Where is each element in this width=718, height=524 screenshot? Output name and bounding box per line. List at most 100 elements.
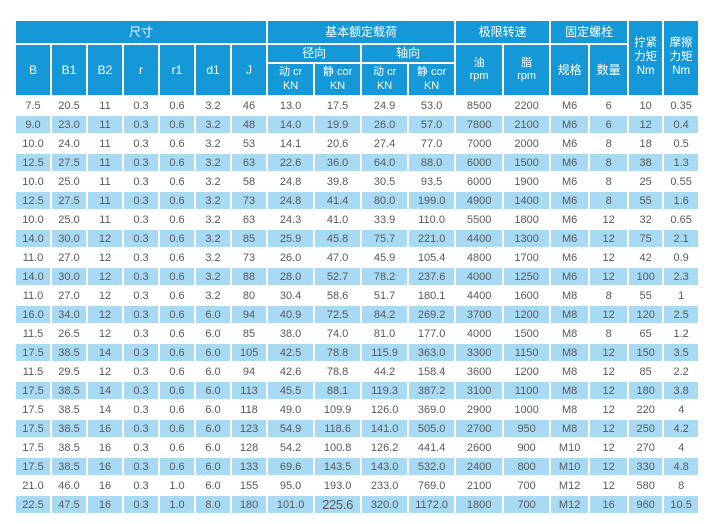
cell: 700 [504, 477, 550, 494]
cell: 51.7 [362, 287, 408, 304]
cell: 6.0 [196, 477, 230, 494]
cell: 3100 [456, 382, 503, 399]
cell: 34.0 [52, 306, 86, 323]
cell: M6 [551, 268, 589, 285]
cell: 0.6 [160, 154, 194, 171]
header-grease-rpm: 脂 rpm [504, 45, 550, 95]
cell: 363.0 [409, 344, 455, 361]
cell: 14 [88, 401, 122, 418]
cell: 4000 [456, 268, 503, 285]
cell: 158.4 [409, 363, 455, 380]
cell: 26.0 [362, 116, 408, 133]
cell: 75 [629, 230, 663, 247]
cell: M8 [551, 382, 589, 399]
cell: 0.5 [664, 135, 699, 152]
cell: 1800 [504, 211, 550, 228]
cell: 32 [629, 211, 663, 228]
cell: 0.3 [124, 249, 158, 266]
cell: 1172.0 [409, 496, 455, 513]
cell: 0.6 [160, 363, 194, 380]
cell: 65 [629, 325, 663, 342]
cell: 12 [590, 382, 628, 399]
cell: 900 [504, 439, 550, 456]
cell: 1.3 [664, 154, 699, 171]
cell: 3.2 [196, 249, 230, 266]
cell: 23.0 [52, 116, 86, 133]
cell: 25 [629, 173, 663, 190]
cell: 52.7 [315, 268, 361, 285]
cell: 700 [504, 496, 550, 513]
cell: 11 [88, 116, 122, 133]
cell: 225.6 [315, 496, 361, 513]
cell: 88.1 [315, 382, 361, 399]
cell: 88 [232, 268, 267, 285]
cell: 12 [590, 439, 628, 456]
cell: 78.2 [362, 268, 408, 285]
cell: 199.0 [409, 192, 455, 209]
cell: 1000 [504, 401, 550, 418]
cell: 0.6 [160, 230, 194, 247]
cell: 12 [88, 325, 122, 342]
cell: 94 [232, 306, 267, 323]
cell: 16 [88, 420, 122, 437]
cell: M12 [551, 477, 589, 494]
cell: 4800 [456, 249, 503, 266]
cell: M6 [551, 97, 589, 114]
cell: 38.5 [52, 458, 86, 475]
cell: 20.5 [52, 97, 86, 114]
cell: 4400 [456, 287, 503, 304]
cell: 0.3 [124, 192, 158, 209]
cell: 73 [232, 192, 267, 209]
cell: 6.0 [196, 382, 230, 399]
cell: 2.2 [664, 363, 699, 380]
cell: 16 [88, 439, 122, 456]
cell: 8 [590, 154, 628, 171]
cell: 2100 [456, 477, 503, 494]
cell: 1600 [504, 287, 550, 304]
header-radial-static: 静 cor KN [315, 64, 361, 95]
cell: 38.0 [268, 325, 314, 342]
cell: 1.0 [160, 477, 194, 494]
cell: 54.9 [268, 420, 314, 437]
cell: 220 [629, 401, 663, 418]
cell: 3.8 [664, 382, 699, 399]
cell: 177.0 [409, 325, 455, 342]
cell: 11.0 [16, 249, 50, 266]
cell: 18 [629, 135, 663, 152]
cell: 4900 [456, 192, 503, 209]
cell: 7800 [456, 116, 503, 133]
cell: 17.5 [315, 97, 361, 114]
cell: 12 [590, 344, 628, 361]
cell: 44.2 [362, 363, 408, 380]
cell: 1200 [504, 306, 550, 323]
cell: 0.6 [160, 249, 194, 266]
cell: 11 [88, 192, 122, 209]
table-row: 17.5 38.5 14 0.3 0.6 6.0 118 49.0 109.9 126.0 369.… [16, 401, 699, 418]
table-row: 21.0 46.0 16 0.3 1.0 6.0 155 95.0 193.0 233.0 769.… [16, 477, 699, 494]
header-dimensions-group: 尺寸 [16, 21, 267, 43]
cell: 24.9 [362, 97, 408, 114]
cell: 221.0 [409, 230, 455, 247]
cell: 0.6 [160, 439, 194, 456]
cell: 42.6 [268, 363, 314, 380]
cell: 2200 [504, 97, 550, 114]
cell: M6 [551, 249, 589, 266]
cell: 77.0 [409, 135, 455, 152]
cell: 94 [232, 363, 267, 380]
cell: 45.5 [268, 382, 314, 399]
cell: 3.2 [196, 173, 230, 190]
cell: 4000 [456, 325, 503, 342]
cell: 17.5 [16, 420, 50, 437]
cell: 441.4 [409, 439, 455, 456]
header-col-r: r [124, 45, 158, 95]
cell: 17.5 [16, 458, 50, 475]
cell: 0.3 [124, 268, 158, 285]
cell: M6 [551, 135, 589, 152]
cell: 330 [629, 458, 663, 475]
cell: 10.5 [664, 496, 699, 513]
cell: 0.3 [124, 306, 158, 323]
cell: 0.6 [160, 211, 194, 228]
cell: 950 [504, 420, 550, 437]
cell: 180.1 [409, 287, 455, 304]
cell: 11 [88, 97, 122, 114]
